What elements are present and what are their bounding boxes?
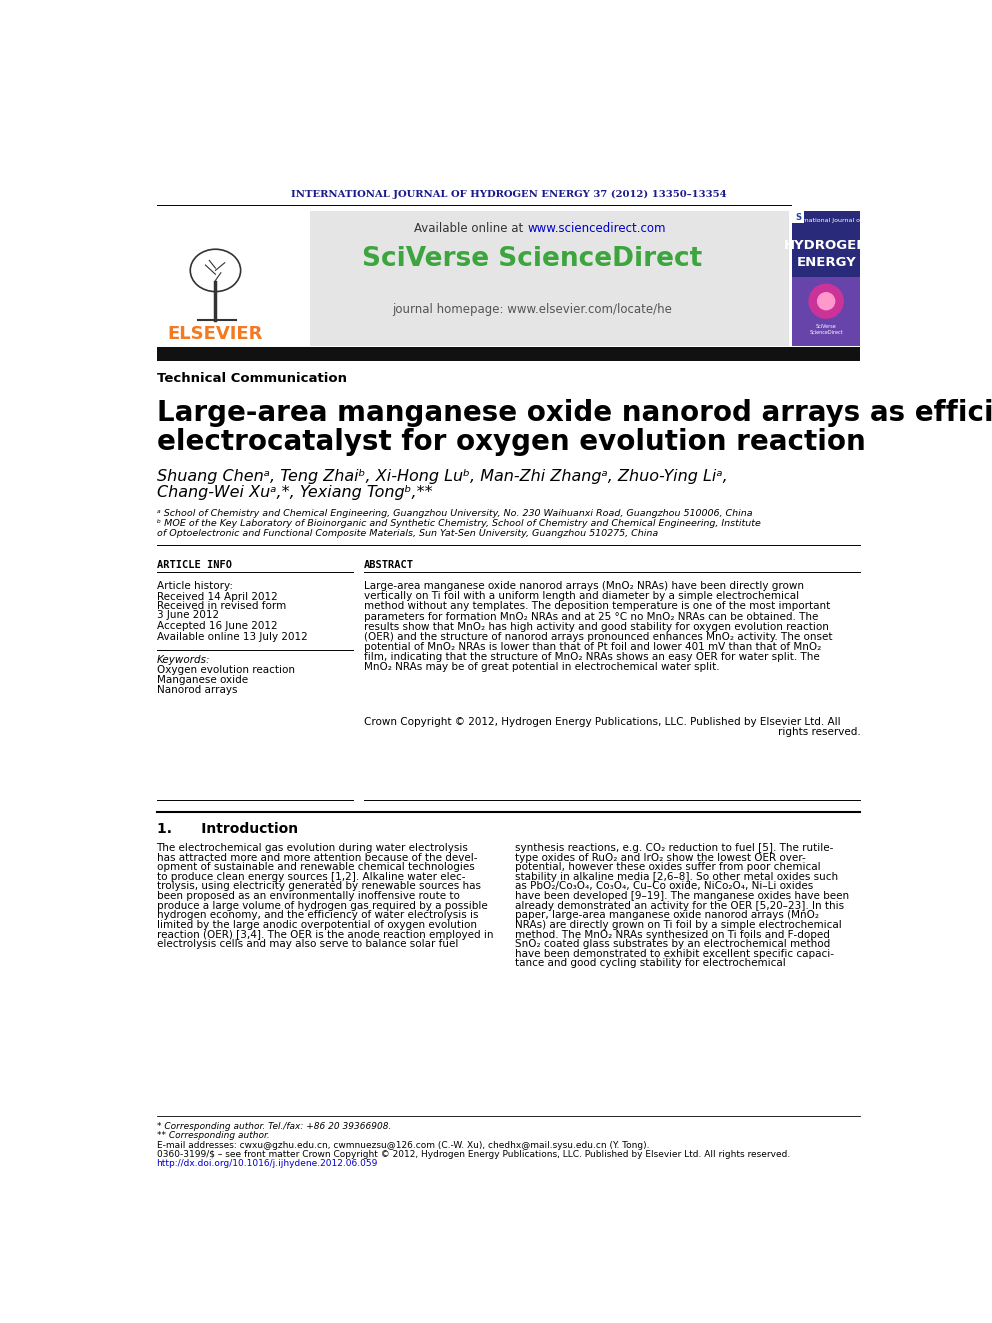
Text: journal homepage: www.elsevier.com/locate/he: journal homepage: www.elsevier.com/locat… <box>393 303 673 316</box>
Text: ᵃ School of Chemistry and Chemical Engineering, Guangzhou University, No. 230 Wa: ᵃ School of Chemistry and Chemical Engin… <box>157 509 752 519</box>
Text: Crown Copyright © 2012, Hydrogen Energy Publications, LLC. Published by Elsevier: Crown Copyright © 2012, Hydrogen Energy … <box>364 717 841 728</box>
Text: potential, however these oxides suffer from poor chemical: potential, however these oxides suffer f… <box>515 863 820 872</box>
Text: limited by the large anodic overpotential of oxygen evolution: limited by the large anodic overpotentia… <box>157 919 476 930</box>
Text: Manganese oxide: Manganese oxide <box>157 675 248 685</box>
Circle shape <box>817 292 834 310</box>
Text: Available online at: Available online at <box>414 221 527 234</box>
Text: potential of MnO₂ NRAs is lower than that of Pt foil and lower 401 mV than that : potential of MnO₂ NRAs is lower than tha… <box>364 642 821 652</box>
Text: http://dx.doi.org/10.1016/j.ijhydene.2012.06.059: http://dx.doi.org/10.1016/j.ijhydene.201… <box>157 1159 378 1168</box>
Text: hydrogen economy, and the efficiency of water electrolysis is: hydrogen economy, and the efficiency of … <box>157 910 478 921</box>
Text: have been demonstrated to exhibit excellent specific capaci-: have been demonstrated to exhibit excell… <box>515 949 833 959</box>
Text: Received in revised form: Received in revised form <box>157 601 286 611</box>
Bar <box>792 212 860 345</box>
Text: results show that MnO₂ has high activity and good stability for oxygen evolution: results show that MnO₂ has high activity… <box>364 622 829 632</box>
Text: Large-area manganese oxide nanorod arrays as efficient: Large-area manganese oxide nanorod array… <box>157 398 992 427</box>
Text: already demonstrated an activity for the OER [5,20–23]. In this: already demonstrated an activity for the… <box>515 901 844 910</box>
Text: have been developed [9–19]. The manganese oxides have been: have been developed [9–19]. The manganes… <box>515 890 849 901</box>
Text: HYDROGEN: HYDROGEN <box>784 239 868 253</box>
Text: Shuang Chenᵃ, Teng Zhaiᵇ, Xi-Hong Luᵇ, Man-Zhi Zhangᵃ, Zhuo-Ying Liᵃ,: Shuang Chenᵃ, Teng Zhaiᵇ, Xi-Hong Luᵇ, M… <box>157 468 727 483</box>
Circle shape <box>809 284 843 318</box>
Text: INTERNATIONAL JOURNAL OF HYDROGEN ENERGY 37 (2012) 13350–13354: INTERNATIONAL JOURNAL OF HYDROGEN ENERGY… <box>291 189 726 198</box>
Text: produce a large volume of hydrogen gas required by a possible: produce a large volume of hydrogen gas r… <box>157 901 487 910</box>
Text: as PbO₂/Co₃O₄, Co₃O₄, Cu–Co oxide, NiCo₂O₄, Ni–Li oxides: as PbO₂/Co₃O₄, Co₃O₄, Cu–Co oxide, NiCo₂… <box>515 881 812 892</box>
Text: Received 14 April 2012: Received 14 April 2012 <box>157 591 278 602</box>
Text: Available online 13 July 2012: Available online 13 July 2012 <box>157 632 308 642</box>
Text: rights reserved.: rights reserved. <box>778 728 860 737</box>
Text: vertically on Ti foil with a uniform length and diameter by a simple electrochem: vertically on Ti foil with a uniform len… <box>364 591 800 601</box>
Text: ARTICLE INFO: ARTICLE INFO <box>157 560 231 569</box>
Text: Oxygen evolution reaction: Oxygen evolution reaction <box>157 665 295 675</box>
Bar <box>792 277 860 345</box>
Text: synthesis reactions, e.g. CO₂ reduction to fuel [5]. The rutile-: synthesis reactions, e.g. CO₂ reduction … <box>515 843 833 853</box>
Text: 0360-3199/$ – see front matter Crown Copyright © 2012, Hydrogen Energy Publicati: 0360-3199/$ – see front matter Crown Cop… <box>157 1150 790 1159</box>
Text: ** Corresponding author.: ** Corresponding author. <box>157 1131 269 1140</box>
Text: SnO₂ coated glass substrates by an electrochemical method: SnO₂ coated glass substrates by an elect… <box>515 939 830 949</box>
Text: Large-area manganese oxide nanorod arrays (MnO₂ NRAs) have been directly grown: Large-area manganese oxide nanorod array… <box>364 581 805 591</box>
Text: (OER) and the structure of nanorod arrays pronounced enhances MnO₂ activity. The: (OER) and the structure of nanorod array… <box>364 632 832 642</box>
Text: ABSTRACT: ABSTRACT <box>364 560 415 569</box>
Text: method. The MnO₂ NRAs synthesized on Ti foils and F-doped: method. The MnO₂ NRAs synthesized on Ti … <box>515 930 829 939</box>
Text: international Journal of: international Journal of <box>790 218 862 222</box>
Text: method without any templates. The deposition temperature is one of the most impo: method without any templates. The deposi… <box>364 602 830 611</box>
Bar <box>157 348 860 360</box>
Text: has attracted more and more attention because of the devel-: has attracted more and more attention be… <box>157 852 477 863</box>
Text: SciVerse
ScienceDirect: SciVerse ScienceDirect <box>809 324 843 335</box>
Text: S: S <box>796 213 802 222</box>
Text: 1.      Introduction: 1. Introduction <box>157 822 298 836</box>
Text: of Optoelectronic and Functional Composite Materials, Sun Yat-Sen University, Gu: of Optoelectronic and Functional Composi… <box>157 529 658 538</box>
Text: 3 June 2012: 3 June 2012 <box>157 610 218 620</box>
Bar <box>310 212 789 345</box>
Text: SciVerse ScienceDirect: SciVerse ScienceDirect <box>362 246 702 271</box>
Text: been proposed as an environmentally inoffensive route to: been proposed as an environmentally inof… <box>157 890 459 901</box>
Text: trolysis, using electricity generated by renewable sources has: trolysis, using electricity generated by… <box>157 881 480 892</box>
Text: www.sciencedirect.com: www.sciencedirect.com <box>527 221 666 234</box>
Text: Keywords:: Keywords: <box>157 655 210 665</box>
Text: to produce clean energy sources [1,2]. Alkaline water elec-: to produce clean energy sources [1,2]. A… <box>157 872 465 882</box>
Text: reaction (OER) [3,4]. The OER is the anode reaction employed in: reaction (OER) [3,4]. The OER is the ano… <box>157 930 493 939</box>
Text: Accepted 16 June 2012: Accepted 16 June 2012 <box>157 622 277 631</box>
Text: type oxides of RuO₂ and IrO₂ show the lowest OER over-: type oxides of RuO₂ and IrO₂ show the lo… <box>515 852 806 863</box>
Bar <box>792 212 805 224</box>
Text: Nanorod arrays: Nanorod arrays <box>157 685 237 695</box>
Text: ENERGY: ENERGY <box>797 257 856 269</box>
Text: paper, large-area manganese oxide nanorod arrays (MnO₂: paper, large-area manganese oxide nanoro… <box>515 910 818 921</box>
Text: * Corresponding author. Tel./fax: +86 20 39366908.: * Corresponding author. Tel./fax: +86 20… <box>157 1122 391 1131</box>
Text: parameters for formation MnO₂ NRAs and at 25 °C no MnO₂ NRAs can be obtained. Th: parameters for formation MnO₂ NRAs and a… <box>364 611 818 622</box>
Text: electrocatalyst for oxygen evolution reaction: electrocatalyst for oxygen evolution rea… <box>157 429 865 456</box>
Text: Chang-Wei Xuᵃ,*, Yexiang Tongᵇ,**: Chang-Wei Xuᵃ,*, Yexiang Tongᵇ,** <box>157 486 433 500</box>
Text: NRAs) are directly grown on Ti foil by a simple electrochemical: NRAs) are directly grown on Ti foil by a… <box>515 919 841 930</box>
Text: stability in alkaline media [2,6–8]. So other metal oxides such: stability in alkaline media [2,6–8]. So … <box>515 872 837 882</box>
Text: electrolysis cells and may also serve to balance solar fuel: electrolysis cells and may also serve to… <box>157 939 458 949</box>
Text: E-mail addresses: cwxu@gzhu.edu.cn, cwmnuezsu@126.com (C.-W. Xu), chedhx@mail.sy: E-mail addresses: cwxu@gzhu.edu.cn, cwmn… <box>157 1140 649 1150</box>
Text: opment of sustainable and renewable chemical technologies: opment of sustainable and renewable chem… <box>157 863 474 872</box>
Text: Article history:: Article history: <box>157 581 232 591</box>
Text: ELSEVIER: ELSEVIER <box>168 325 263 344</box>
Text: The electrochemical gas evolution during water electrolysis: The electrochemical gas evolution during… <box>157 843 468 853</box>
Text: Technical Communication: Technical Communication <box>157 372 346 385</box>
Text: MnO₂ NRAs may be of great potential in electrochemical water split.: MnO₂ NRAs may be of great potential in e… <box>364 663 720 672</box>
Text: film, indicating that the structure of MnO₂ NRAs shows an easy OER for water spl: film, indicating that the structure of M… <box>364 652 820 663</box>
Text: tance and good cycling stability for electrochemical: tance and good cycling stability for ele… <box>515 958 786 968</box>
Text: ᵇ MOE of the Key Laboratory of Bioinorganic and Synthetic Chemistry, School of C: ᵇ MOE of the Key Laboratory of Bioinorga… <box>157 519 761 528</box>
